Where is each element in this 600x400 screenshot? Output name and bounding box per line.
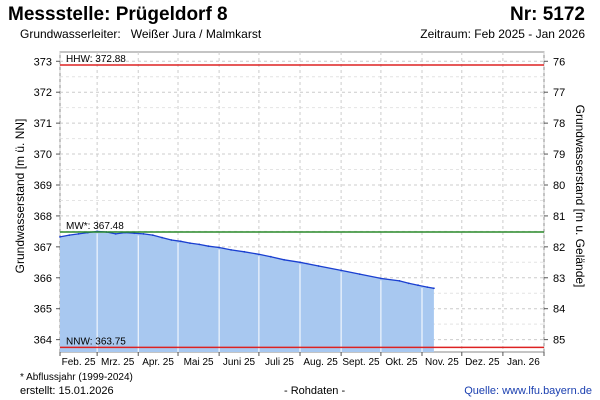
- nnw-label: NNW: 363.75: [66, 336, 126, 347]
- data-point: [230, 249, 233, 251]
- x-tick-label: Mai 25: [184, 357, 214, 368]
- hhw-label: HHW: 372.88: [66, 54, 126, 65]
- y-tick-label: 369: [34, 180, 52, 192]
- data-point: [189, 242, 191, 245]
- data-point: [433, 287, 435, 290]
- y-right-tick-label: 77: [553, 87, 565, 99]
- y-axis-left: 364 365 366 367 368 369 370 371 372 373: [34, 56, 60, 347]
- y-tick-label: 365: [34, 304, 52, 316]
- data-point: [269, 255, 272, 258]
- aquifer-value: Weißer Jura / Malmkarst: [130, 27, 262, 41]
- y-tick-label: 367: [34, 242, 52, 254]
- data-point: [77, 233, 80, 235]
- period-label: Zeitraum: Feb 2025 - Jan 2026: [420, 27, 585, 41]
- data-point: [161, 236, 164, 239]
- data-point: [398, 280, 401, 282]
- y-tick-label: 373: [34, 56, 52, 68]
- reference-lines: HHW: 372.88 MW*: 367.48 NNW: 363.75: [60, 54, 544, 349]
- footnote: * Abflussjahr (1999-2024): [20, 372, 133, 383]
- data-point: [151, 234, 154, 237]
- y-right-tick-label: 82: [553, 242, 565, 254]
- y-axis-label-right: Grundwasserstand [m u. Gelände]: [573, 105, 587, 288]
- data-point: [380, 277, 382, 280]
- x-axis: Feb. 25 Mrz. 25 Apr. 25 Mai 25 Juni 25 Juli 2…: [59, 352, 545, 368]
- y-tick-label: 372: [34, 87, 52, 99]
- y-right-tick-label: 81: [553, 211, 565, 223]
- y-right-tick-label: 79: [553, 149, 565, 161]
- data-point: [358, 273, 361, 275]
- y-tick-label: 366: [34, 273, 52, 285]
- aquifer-label: Grundwasserleiter:: [20, 27, 121, 41]
- data-point: [426, 286, 429, 288]
- y-right-tick-label: 76: [553, 56, 565, 68]
- y-right-tick-label: 80: [553, 180, 565, 192]
- y-axis-right: 76 77 78 79 80 81 82 83 84 85: [544, 56, 565, 347]
- x-tick-label: Jan. 26: [507, 357, 540, 368]
- y-right-tick-label: 83: [553, 273, 565, 285]
- y-tick-label: 370: [34, 149, 52, 161]
- data-point: [114, 233, 117, 235]
- station-number: Nr: 5172: [510, 4, 585, 25]
- station-title: Messstelle: Prügeldorf 8: [8, 4, 228, 25]
- data-point: [243, 250, 246, 253]
- x-tick-label: Feb. 25: [62, 357, 96, 368]
- y-right-tick-label: 78: [553, 118, 565, 130]
- month-separators: [96, 233, 423, 352]
- x-tick-label: Mrz. 25: [101, 357, 135, 368]
- data-point: [283, 258, 285, 261]
- mw-label: MW*: 367.48: [66, 221, 124, 232]
- y-right-tick-label: 84: [553, 304, 565, 316]
- x-tick-label: Juli 25: [265, 357, 294, 368]
- created-date: erstellt: 15.01.2026: [20, 385, 114, 397]
- x-tick-label: Aug. 25: [303, 357, 338, 368]
- data-point: [179, 240, 182, 243]
- y-tick-label: 368: [34, 211, 52, 223]
- y-tick-label: 371: [34, 118, 52, 130]
- raw-data-note: - Rohdaten -: [284, 385, 346, 397]
- y-axis-label-left: Grundwasserstand [m ü. NN]: [13, 119, 27, 274]
- data-area-fill: [60, 231, 434, 352]
- data-point: [417, 284, 419, 287]
- aquifer-info: Grundwasserleiter: Weißer Jura / Malmkars…: [20, 27, 261, 41]
- x-tick-label: Nov. 25: [425, 357, 459, 368]
- data-point: [340, 269, 342, 272]
- data-point: [207, 245, 210, 248]
- data-point: [198, 243, 201, 246]
- data-point: [142, 233, 145, 235]
- x-tick-label: Okt. 25: [385, 357, 418, 368]
- y-right-tick-label: 85: [553, 335, 565, 347]
- data-point: [407, 282, 410, 285]
- data-point: [170, 239, 173, 241]
- source-link[interactable]: Quelle: www.lfu.bayern.de: [464, 385, 592, 397]
- x-tick-label: Apr. 25: [142, 357, 174, 368]
- data-point: [218, 246, 221, 249]
- data-point: [68, 234, 71, 237]
- x-tick-label: Dez. 25: [465, 357, 500, 368]
- data-point: [299, 261, 301, 264]
- data-point: [317, 265, 320, 267]
- x-tick-label: Sept. 25: [342, 357, 380, 368]
- data-point: [59, 236, 61, 238]
- data-point: [258, 253, 260, 256]
- x-tick-label: Juni 25: [223, 357, 256, 368]
- y-tick-label: 364: [34, 335, 52, 347]
